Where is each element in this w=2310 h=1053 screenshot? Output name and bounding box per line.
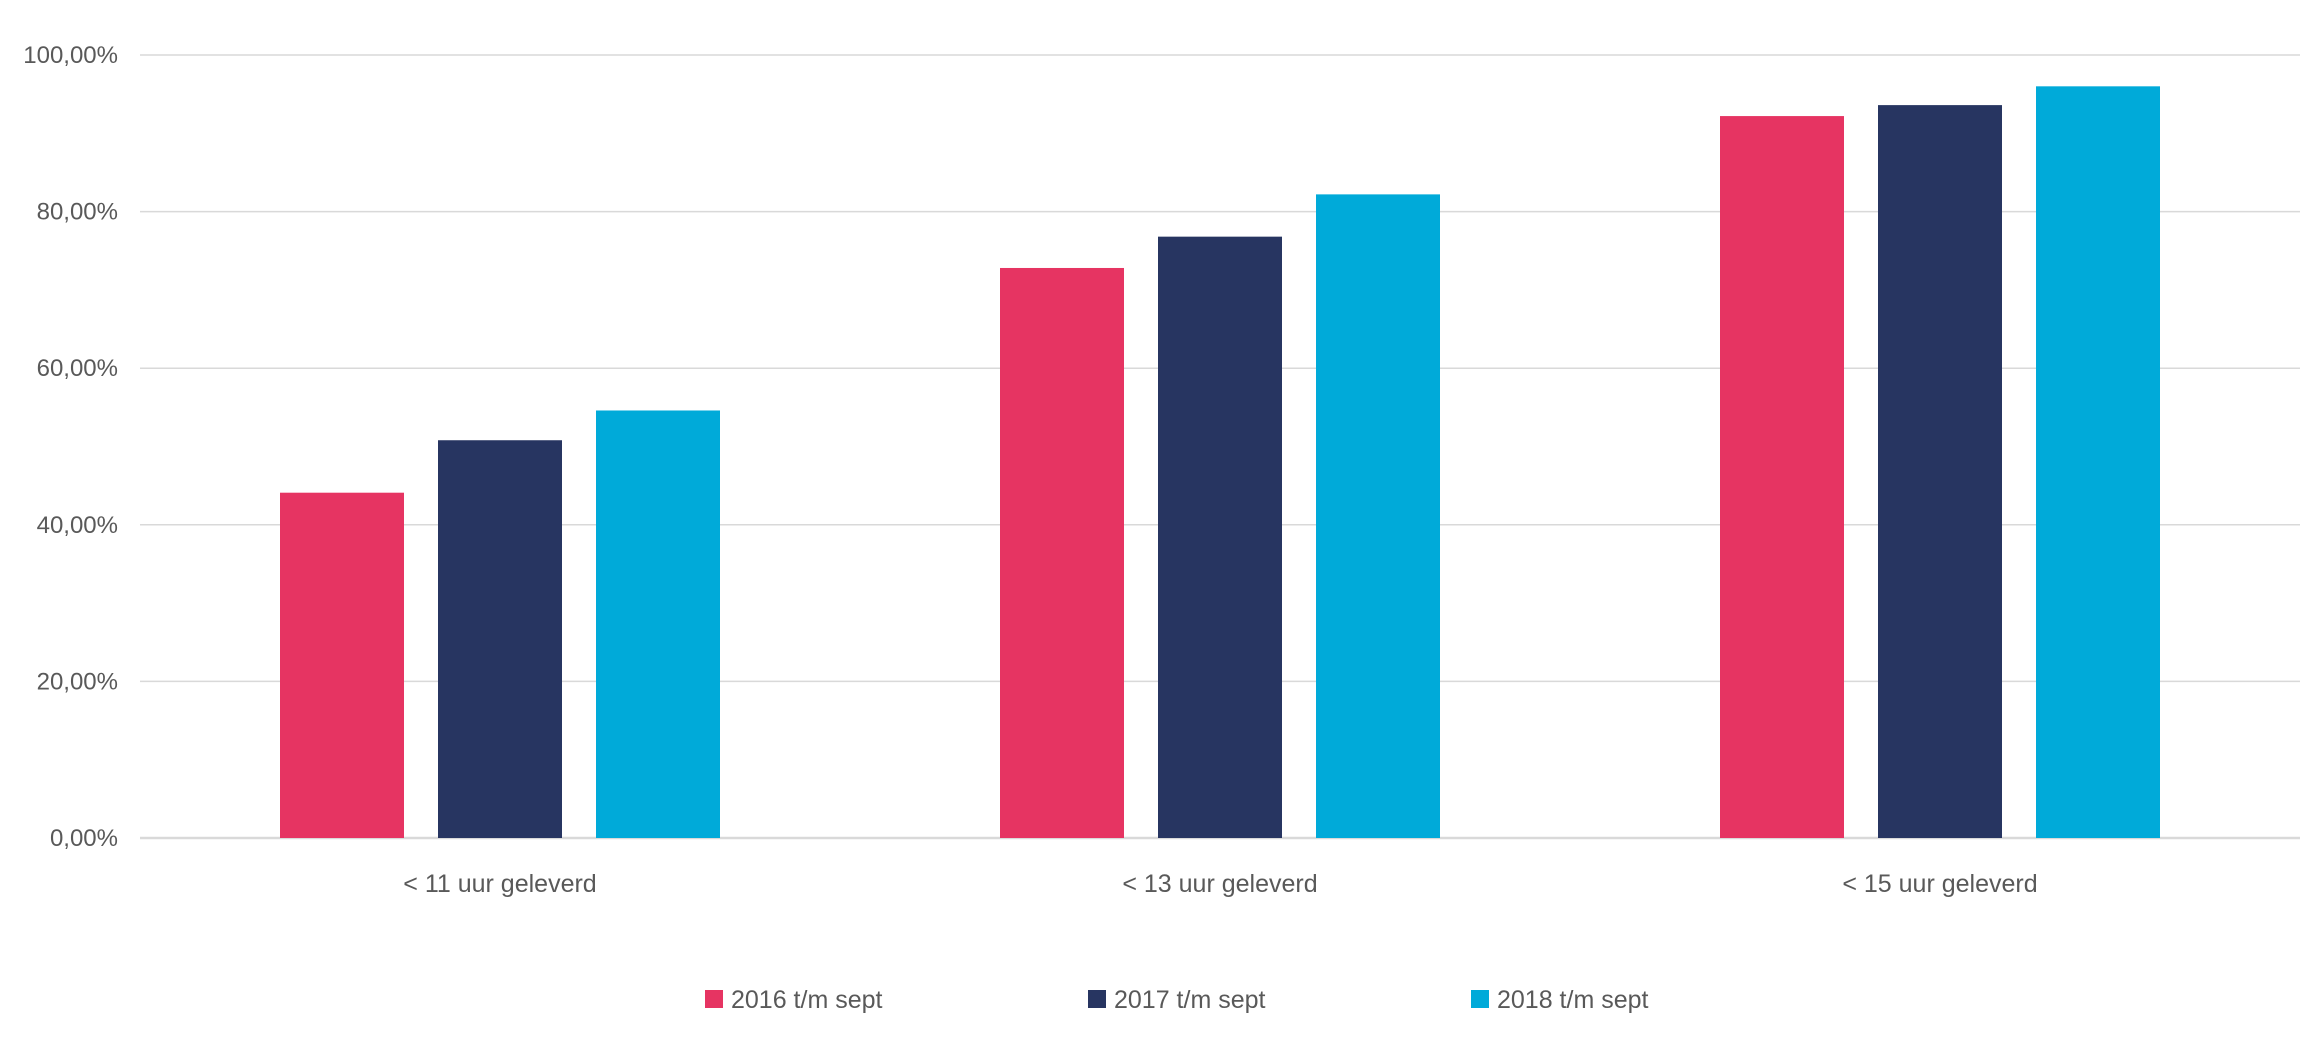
legend-label: 2016 t/m sept <box>731 986 883 1014</box>
legend: 2016 t/m sept 2017 t/m sept 2018 t/m sept <box>705 986 1649 1014</box>
legend-swatch <box>705 990 723 1008</box>
legend-swatch <box>1471 990 1489 1008</box>
bar <box>596 410 720 838</box>
y-tick-label: 100,00% <box>23 42 118 69</box>
bar <box>280 492 404 838</box>
y-tick-label: 40,00% <box>37 512 118 539</box>
bars <box>280 86 2160 839</box>
x-category-label: < 15 uur geleverd <box>1842 870 2037 898</box>
bar <box>1316 194 1440 838</box>
bar <box>438 440 562 838</box>
bar <box>2036 86 2160 838</box>
y-axis-tick-labels: 0,00% 20,00% 40,00% 60,00% 80,00% 100,00% <box>23 42 118 852</box>
legend-label: 2018 t/m sept <box>1497 986 1649 1014</box>
y-tick-label: 60,00% <box>37 355 118 382</box>
x-axis-category-labels: < 11 uur geleverd < 13 uur geleverd < 15 u… <box>403 870 2037 898</box>
bar <box>1878 105 2002 838</box>
bar <box>1158 236 1282 838</box>
x-category-label: < 11 uur geleverd <box>403 870 596 898</box>
legend-label: 2017 t/m sept <box>1114 986 1266 1014</box>
x-category-label: < 13 uur geleverd <box>1122 870 1317 898</box>
bar <box>1000 267 1124 838</box>
bar <box>1720 116 1844 839</box>
y-tick-label: 80,00% <box>37 199 118 226</box>
y-tick-label: 20,00% <box>37 668 118 695</box>
y-tick-label: 0,00% <box>50 825 118 852</box>
legend-swatch <box>1088 990 1106 1008</box>
